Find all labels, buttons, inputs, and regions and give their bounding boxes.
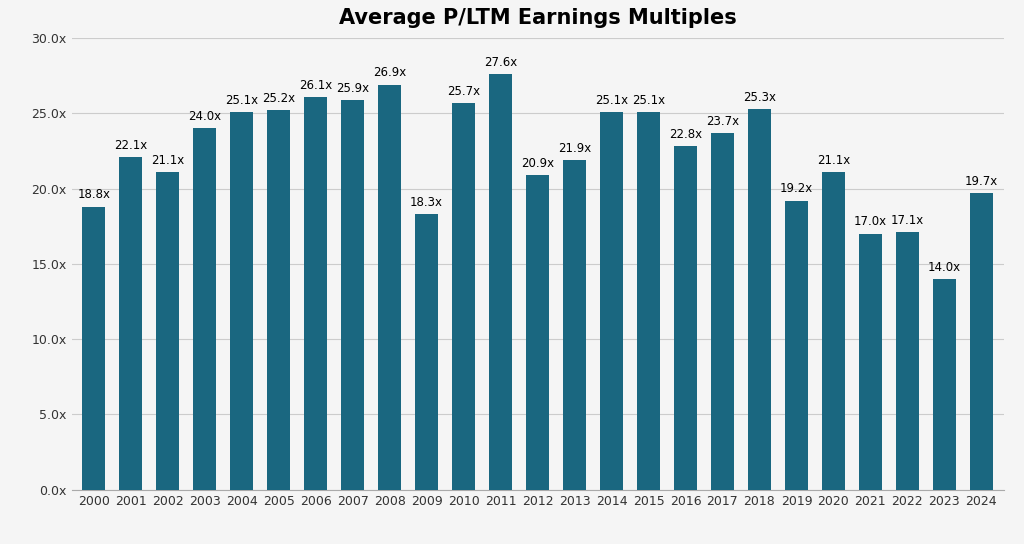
Bar bbox=[267, 110, 290, 490]
Bar bbox=[453, 103, 475, 490]
Bar bbox=[637, 112, 660, 490]
Text: 21.1x: 21.1x bbox=[817, 154, 850, 167]
Text: 25.7x: 25.7x bbox=[447, 84, 480, 97]
Text: 22.8x: 22.8x bbox=[669, 128, 702, 141]
Text: 27.6x: 27.6x bbox=[484, 56, 517, 69]
Bar bbox=[822, 172, 845, 490]
Text: 25.2x: 25.2x bbox=[262, 92, 295, 105]
Title: Average P/LTM Earnings Multiples: Average P/LTM Earnings Multiples bbox=[339, 8, 736, 28]
Bar bbox=[489, 74, 512, 490]
Text: 22.1x: 22.1x bbox=[115, 139, 147, 152]
Bar bbox=[415, 214, 438, 490]
Text: 17.1x: 17.1x bbox=[891, 214, 924, 227]
Text: 18.8x: 18.8x bbox=[78, 188, 111, 201]
Bar bbox=[674, 146, 697, 490]
Bar bbox=[304, 97, 328, 490]
Bar bbox=[748, 109, 771, 490]
Bar bbox=[600, 112, 623, 490]
Text: 21.9x: 21.9x bbox=[558, 142, 591, 154]
Bar bbox=[933, 279, 955, 490]
Text: 19.2x: 19.2x bbox=[780, 182, 813, 195]
Text: 25.3x: 25.3x bbox=[743, 90, 776, 103]
Text: 23.7x: 23.7x bbox=[706, 115, 739, 128]
Bar bbox=[711, 133, 734, 490]
Text: 20.9x: 20.9x bbox=[521, 157, 554, 170]
Bar bbox=[970, 193, 993, 490]
Bar bbox=[859, 234, 882, 490]
Bar bbox=[341, 100, 365, 490]
Bar bbox=[526, 175, 549, 490]
Text: 26.1x: 26.1x bbox=[299, 78, 333, 91]
Text: 17.0x: 17.0x bbox=[854, 215, 887, 228]
Text: 25.1x: 25.1x bbox=[632, 94, 666, 107]
Text: 25.1x: 25.1x bbox=[225, 94, 258, 107]
Bar bbox=[120, 157, 142, 490]
Text: 25.9x: 25.9x bbox=[336, 82, 370, 95]
Text: 21.1x: 21.1x bbox=[152, 154, 184, 167]
Text: 19.7x: 19.7x bbox=[965, 175, 998, 188]
Bar bbox=[896, 232, 919, 490]
Bar bbox=[82, 207, 105, 490]
Bar bbox=[785, 201, 808, 490]
Text: 24.0x: 24.0x bbox=[188, 110, 221, 123]
Text: 18.3x: 18.3x bbox=[411, 196, 443, 209]
Text: 25.1x: 25.1x bbox=[595, 94, 628, 107]
Bar bbox=[378, 85, 401, 490]
Text: 26.9x: 26.9x bbox=[373, 66, 407, 79]
Text: 14.0x: 14.0x bbox=[928, 261, 961, 274]
Bar bbox=[563, 160, 586, 490]
Bar bbox=[230, 112, 253, 490]
Bar bbox=[157, 172, 179, 490]
Bar bbox=[194, 128, 216, 490]
